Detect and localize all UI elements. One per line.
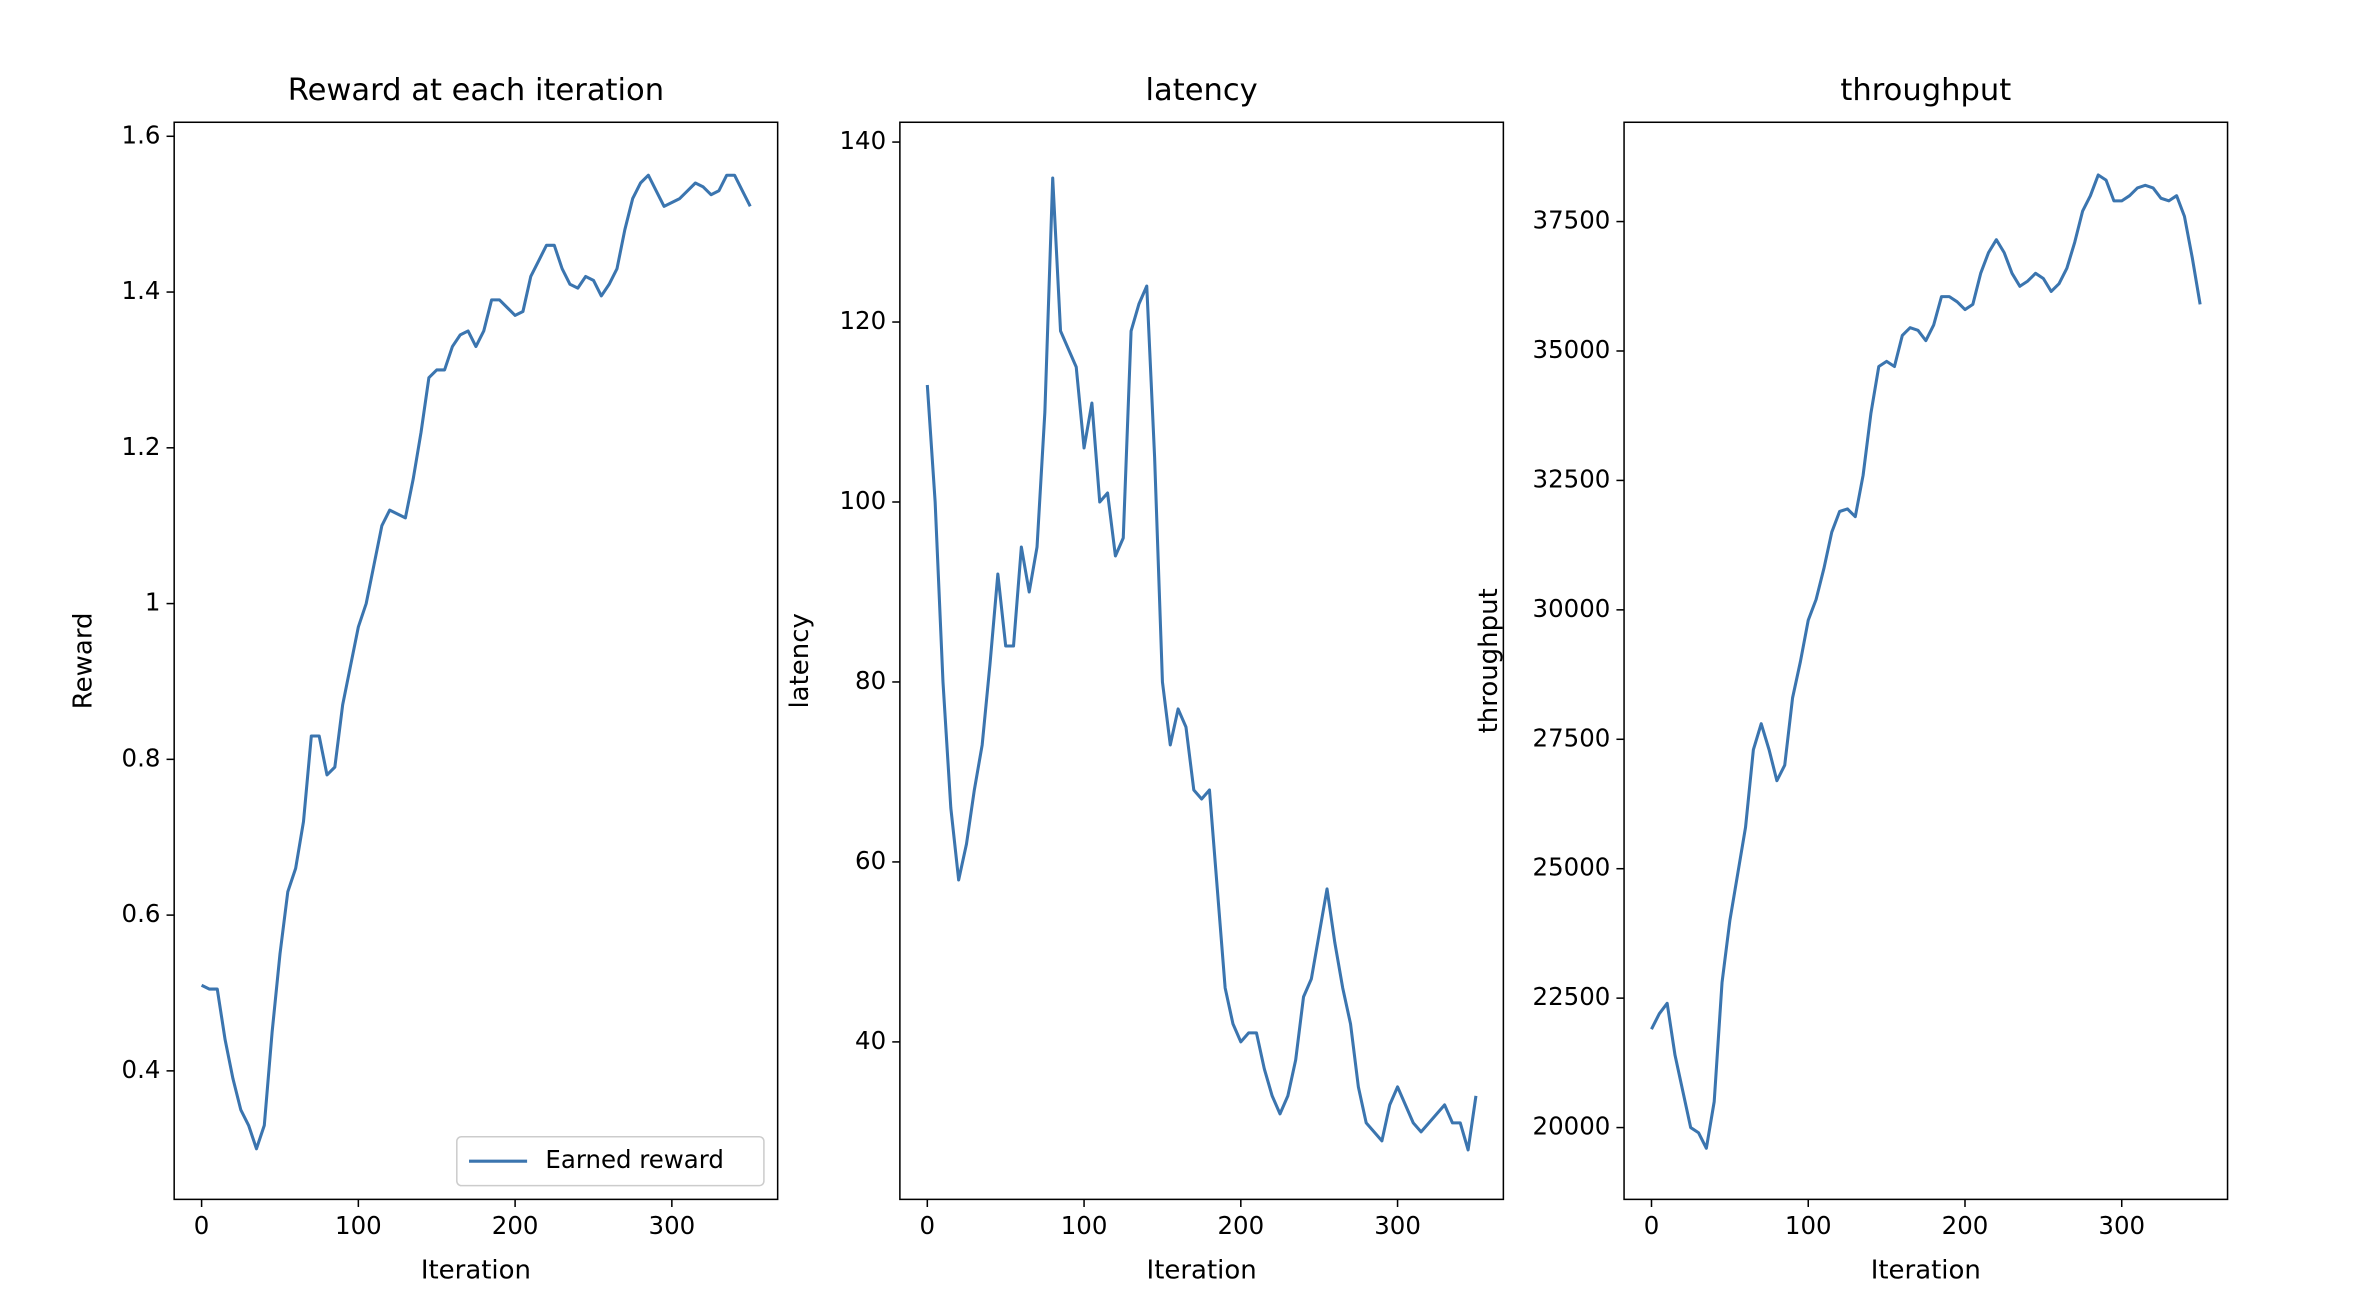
- y-tick-label: 0.4: [122, 1055, 161, 1084]
- chart-title: latency: [1146, 73, 1258, 108]
- axes-frame: [173, 121, 779, 1201]
- y-tick-label: 1.6: [122, 120, 161, 149]
- y-tick-label: 1.2: [122, 432, 161, 461]
- y-tick-label: 0.8: [122, 743, 161, 772]
- x-tick-label: 300: [649, 1211, 696, 1240]
- y-tick-label: 25000: [1533, 853, 1611, 882]
- x-tick-label: 300: [2098, 1211, 2145, 1240]
- x-tick-label: 100: [1785, 1211, 1832, 1240]
- y-axis-label: throughput: [1474, 588, 1504, 733]
- data-line: [925, 176, 1478, 1152]
- legend-box: [456, 1135, 765, 1187]
- y-axis-label: Reward: [69, 612, 99, 709]
- x-axis-label: Iteration: [1871, 1256, 1981, 1286]
- x-tick-label: 100: [1061, 1211, 1108, 1240]
- y-tick-label: 140: [839, 126, 886, 155]
- data-line: [200, 173, 752, 1151]
- axes-frame: [1623, 121, 2229, 1201]
- x-axis-label: Iteration: [1147, 1256, 1257, 1286]
- y-tick-label: 35000: [1533, 335, 1611, 364]
- chart-title: throughput: [1840, 73, 2011, 108]
- legend-label: Earned reward: [545, 1145, 723, 1174]
- y-tick-label: 32500: [1533, 464, 1611, 493]
- y-tick-label: 37500: [1533, 206, 1611, 235]
- x-tick-label: 0: [194, 1211, 210, 1240]
- y-tick-label: 20000: [1533, 1112, 1611, 1141]
- x-tick-label: 200: [1942, 1211, 1989, 1240]
- y-tick-label: 1.4: [122, 276, 161, 305]
- y-tick-label: 1: [145, 588, 161, 617]
- y-tick-label: 27500: [1533, 723, 1611, 752]
- chart-title: Reward at each iteration: [288, 73, 664, 108]
- x-tick-label: 0: [920, 1211, 936, 1240]
- axes-frame: [899, 121, 1505, 1201]
- y-tick-label: 80: [855, 666, 886, 695]
- y-tick-label: 22500: [1533, 982, 1611, 1011]
- x-axis-label: Iteration: [421, 1256, 531, 1286]
- x-tick-label: 0: [1644, 1211, 1660, 1240]
- y-tick-label: 30000: [1533, 594, 1611, 623]
- x-tick-label: 300: [1374, 1211, 1421, 1240]
- y-axis-label: latency: [785, 613, 815, 708]
- y-tick-label: 40: [855, 1026, 886, 1055]
- x-tick-label: 200: [1217, 1211, 1264, 1240]
- x-tick-label: 100: [335, 1211, 382, 1240]
- data-line: [1650, 173, 2202, 1150]
- y-tick-label: 0.6: [122, 899, 161, 928]
- x-tick-label: 200: [492, 1211, 539, 1240]
- y-tick-label: 60: [855, 846, 886, 875]
- y-tick-label: 100: [839, 486, 886, 515]
- y-tick-label: 120: [839, 306, 886, 335]
